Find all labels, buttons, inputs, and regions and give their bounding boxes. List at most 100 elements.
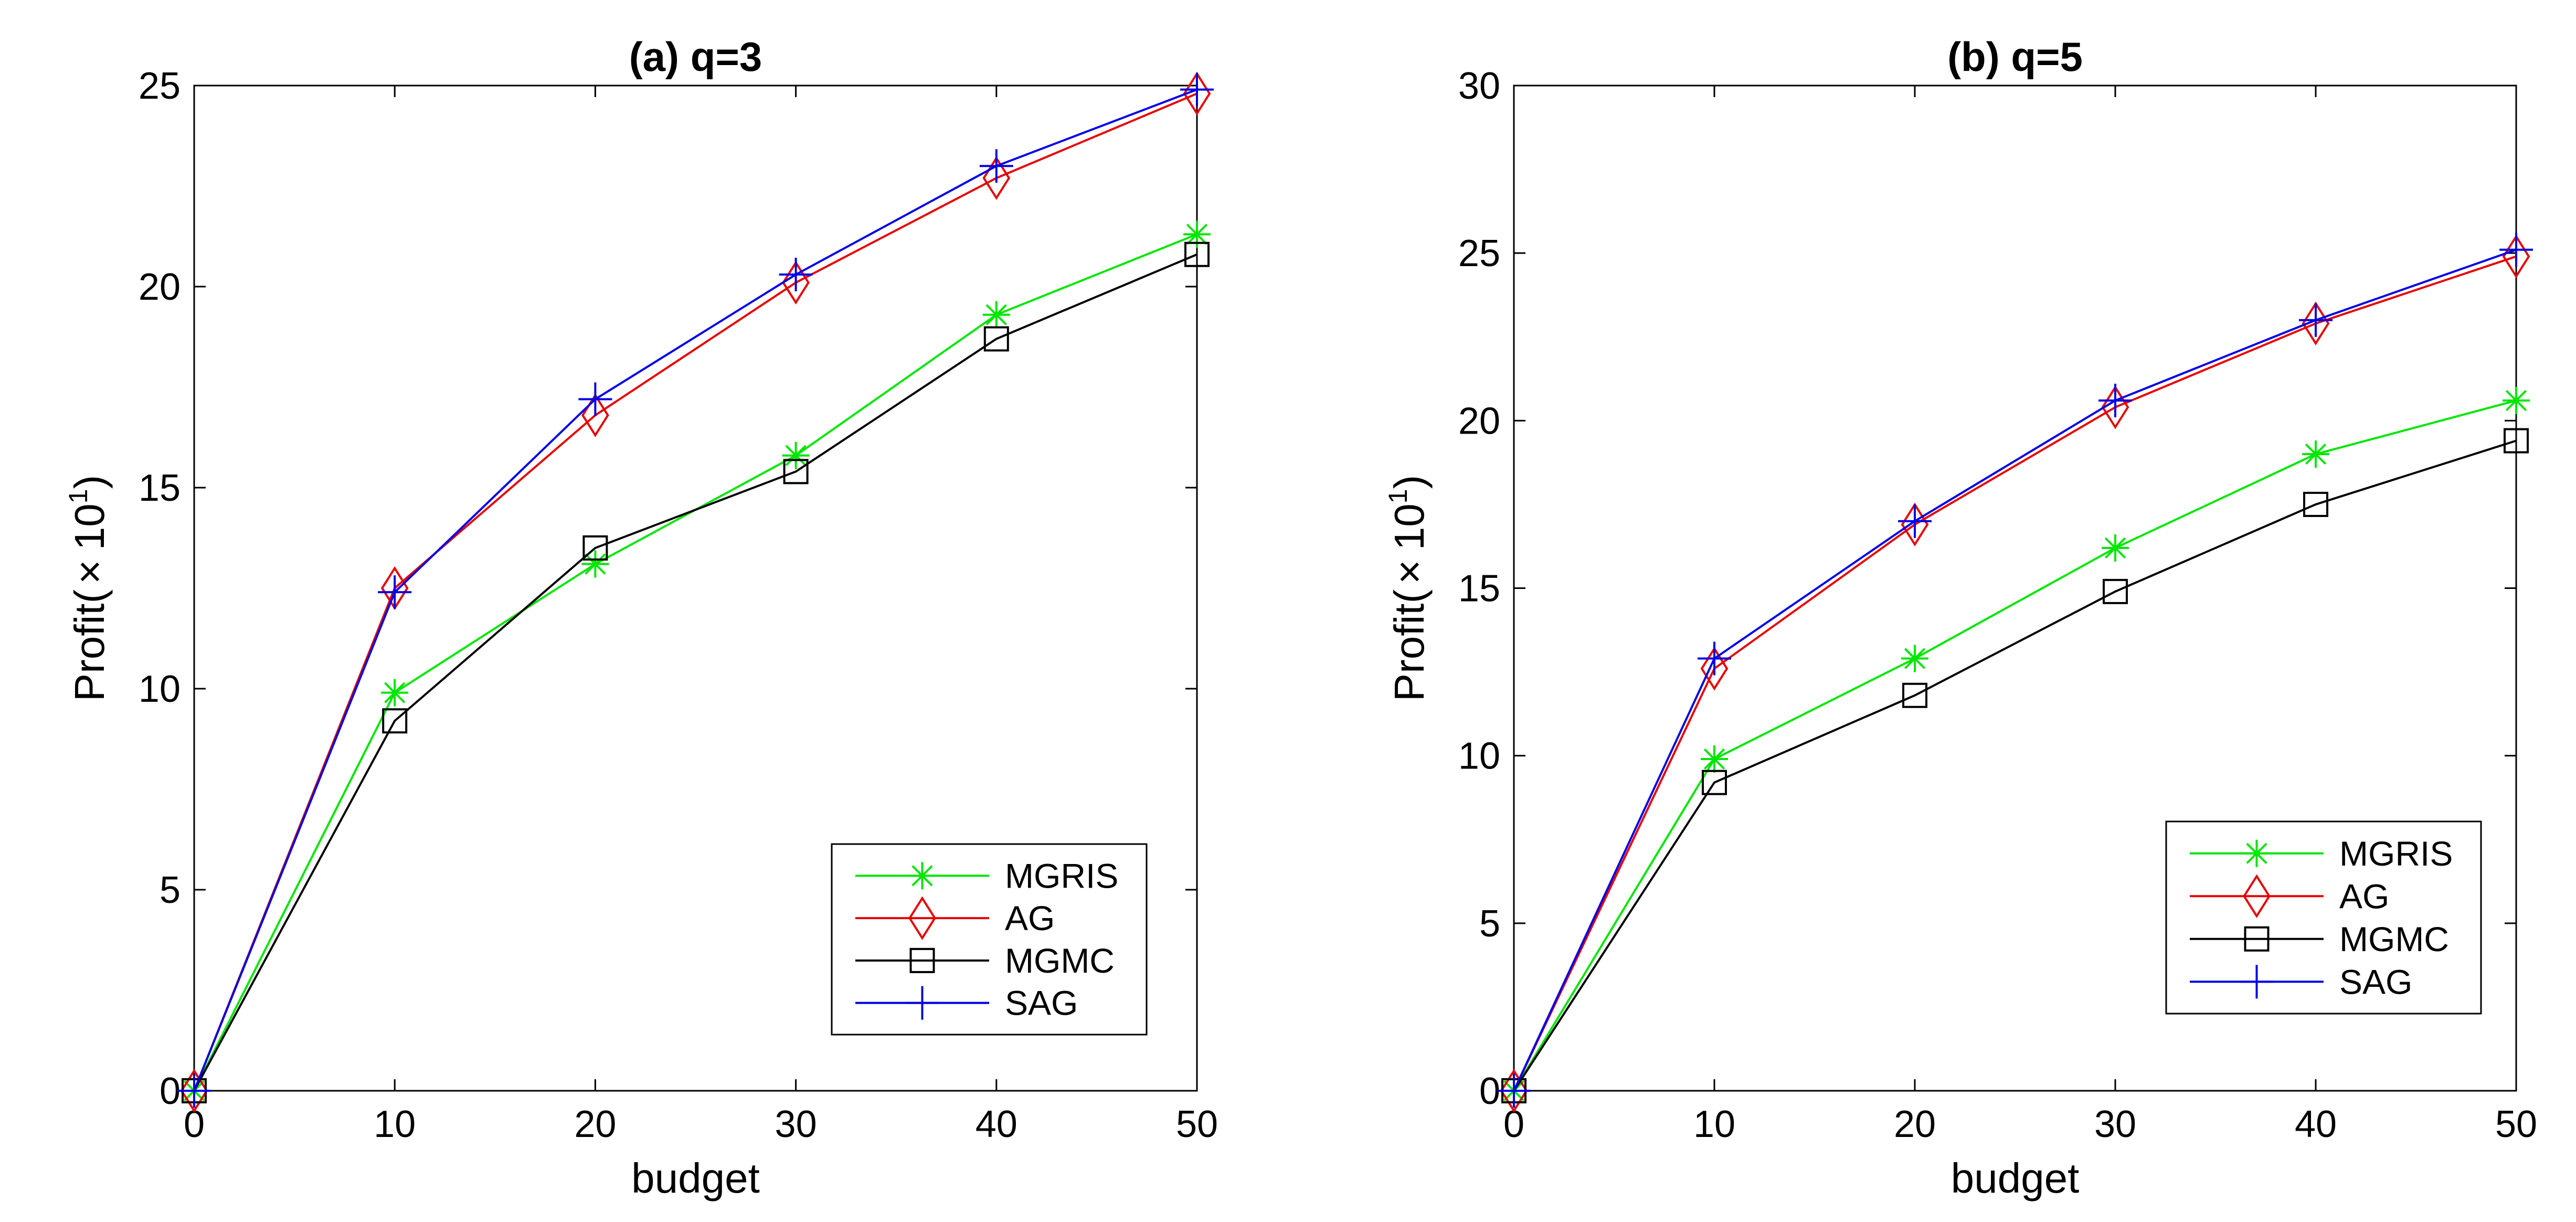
y-axis-label-main: Profit(: [1386, 589, 1433, 702]
y-tick-label: 20: [139, 266, 181, 308]
data-point: [2299, 303, 2333, 337]
x-tick-label: 50: [1176, 1103, 1218, 1145]
x-tick-label: 20: [574, 1103, 616, 1145]
y-axis-label-times: ×: [66, 560, 113, 584]
data-point: [2504, 428, 2529, 454]
series-line: [1513, 399, 2517, 1092]
data-point: [783, 459, 809, 484]
series-line: [1513, 255, 2517, 1091]
plot-area: [193, 85, 1198, 1092]
data-point: [578, 382, 612, 416]
data-point: [1183, 220, 1211, 248]
y-tick-label: 0: [1479, 1070, 1500, 1112]
y-axis-label-close: ): [66, 475, 113, 489]
y-axis-label-base: 10: [66, 503, 113, 550]
data-point: [1701, 745, 1728, 773]
legend-marker: [908, 896, 936, 940]
legend-label: SAG: [1005, 984, 1078, 1023]
chart-title: (b) q=5: [1947, 34, 2083, 80]
y-tick-label: 5: [160, 869, 181, 911]
legend-label: MGMC: [1005, 941, 1115, 980]
y-axis-label: Profit(× 101): [1383, 475, 1433, 702]
data-point: [1898, 504, 1932, 538]
y-axis-label-main: Profit(: [66, 589, 113, 702]
legend-label: MGRIS: [2339, 834, 2453, 873]
data-point: [1902, 682, 1927, 708]
data-point: [582, 535, 608, 561]
x-tick-label: 30: [2094, 1103, 2136, 1145]
y-tick-label: 0: [160, 1070, 181, 1112]
x-tick-label: 30: [775, 1103, 817, 1145]
data-point: [2302, 440, 2329, 468]
data-point: [1497, 1074, 1531, 1108]
data-point: [982, 301, 1010, 329]
data-point: [782, 441, 810, 469]
y-axis-label-close: ): [1386, 475, 1433, 489]
data-point: [180, 1069, 208, 1113]
data-point: [1700, 646, 1729, 691]
x-tick-label: 40: [2295, 1103, 2337, 1145]
data-point: [779, 258, 813, 292]
legend-marker: [2240, 965, 2274, 999]
data-point: [2303, 491, 2328, 517]
data-point: [1901, 502, 1929, 546]
x-tick-label: 40: [976, 1103, 1017, 1145]
y-tick-label: 30: [1458, 65, 1500, 107]
x-tick-label: 10: [374, 1103, 416, 1145]
y-axis-label-exponent: 1: [63, 489, 93, 503]
series-line: [193, 253, 1197, 1091]
data-point: [2503, 387, 2530, 415]
data-point: [1183, 71, 1211, 116]
data-point: [782, 260, 810, 305]
y-tick-label: 10: [1458, 735, 1500, 777]
data-point: [382, 708, 408, 734]
series-line: [193, 88, 1197, 1091]
data-point: [381, 679, 409, 707]
legend-label: AG: [1005, 899, 1055, 937]
x-axis-label: budget: [631, 1155, 760, 1202]
y-tick-label: 15: [139, 467, 181, 509]
series-sag: [177, 72, 1214, 1108]
legend-marker: [2244, 926, 2270, 952]
y-axis-label-base: 10: [1386, 503, 1433, 550]
data-point: [1500, 1069, 1528, 1113]
data-point: [979, 149, 1013, 183]
y-axis-label-times: ×: [1386, 560, 1433, 584]
data-point: [983, 326, 1009, 352]
chart-title: (a) q=3: [629, 34, 762, 80]
data-point: [1901, 645, 1928, 672]
y-axis-label: Profit( × 101): [63, 475, 113, 702]
data-point: [2103, 578, 2128, 604]
y-tick-label: 15: [1458, 568, 1500, 610]
y-tick-label: 10: [139, 668, 181, 710]
series-sag: [1497, 233, 2533, 1108]
data-point: [1698, 641, 1731, 676]
data-point: [2499, 233, 2533, 267]
series-line: [193, 92, 1197, 1091]
y-tick-label: 25: [139, 65, 181, 107]
data-point: [378, 575, 412, 609]
data-point: [1180, 72, 1214, 107]
y-tick-label: 25: [1458, 233, 1500, 275]
x-tick-label: 10: [1693, 1103, 1735, 1145]
x-tick-label: 50: [2495, 1103, 2537, 1145]
data-point: [2098, 384, 2132, 418]
legend-label: AG: [2339, 877, 2389, 915]
legend-marker: [2243, 874, 2271, 918]
legend-label: MGRIS: [1005, 856, 1118, 895]
legend-label: SAG: [2339, 962, 2412, 1001]
y-tick-label: 20: [1458, 400, 1500, 442]
data-point: [177, 1074, 211, 1108]
legend-marker: [908, 862, 936, 890]
series-line: [1513, 439, 2517, 1092]
legend-marker: [905, 986, 939, 1020]
x-tick-label: 20: [1894, 1103, 1936, 1145]
series-line: [1513, 248, 2517, 1091]
data-point: [1702, 770, 1727, 795]
legend-label: MGMC: [2339, 920, 2449, 958]
legend-marker: [2243, 839, 2271, 867]
y-tick-label: 5: [1479, 903, 1500, 945]
